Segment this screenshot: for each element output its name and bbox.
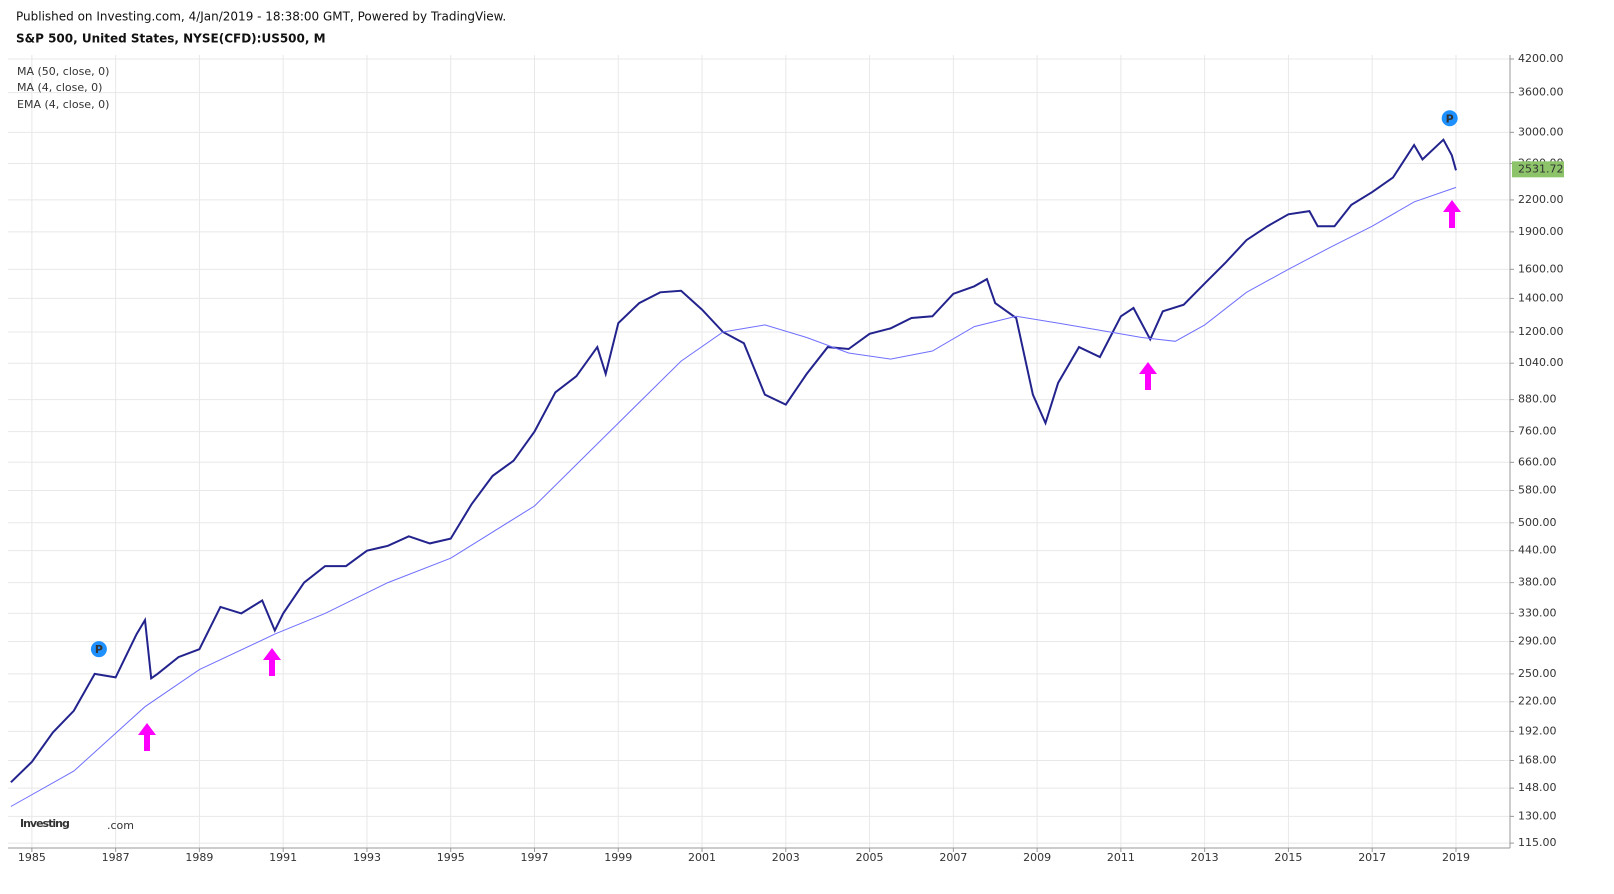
y-tick-label: 250.00 (1518, 667, 1557, 680)
y-tick-label: 4200.00 (1518, 52, 1564, 65)
y-tick-label: 330.00 (1518, 606, 1557, 619)
arrows (138, 200, 1461, 751)
y-tick-label: 500.00 (1518, 516, 1557, 529)
x-tick-label: 2003 (772, 851, 800, 864)
legend-entry: EMA (4, close, 0) (17, 98, 109, 111)
x-tick-label: 2009 (1023, 851, 1051, 864)
y-tick-label: 380.00 (1518, 576, 1557, 589)
y-tick-label: 1900.00 (1518, 225, 1564, 238)
arrow (1139, 362, 1157, 390)
series-line (10, 186, 1457, 807)
x-tick-label: 2001 (688, 851, 716, 864)
x-tick-label: 2011 (1107, 851, 1135, 864)
x-tick-label: 2015 (1274, 851, 1302, 864)
logo-suffix: .com (107, 819, 134, 832)
y-tick-label: 1040.00 (1518, 356, 1564, 369)
y-tick-label: 440.00 (1518, 544, 1557, 557)
y-tick-label: 290.00 (1518, 635, 1557, 648)
legend-entry: MA (50, close, 0) (17, 65, 109, 78)
annotation-marker (90, 641, 107, 658)
y-tick-label: 580.00 (1518, 483, 1557, 496)
annotation-label: P (95, 643, 103, 656)
published-note: Published on Investing.com, 4/Jan/2019 -… (16, 10, 506, 24)
x-tick-label: 1993 (353, 851, 381, 864)
logo: Investing (20, 817, 69, 830)
arrow (263, 648, 281, 676)
arrow (138, 723, 156, 751)
y-tick-label: 168.00 (1518, 753, 1557, 766)
x-tick-label: 1997 (520, 851, 548, 864)
y-tick-label: 880.00 (1518, 393, 1557, 406)
arrow (1443, 200, 1461, 228)
y-tick-label: 2200.00 (1518, 193, 1564, 206)
x-tick-label: 1999 (604, 851, 632, 864)
x-tick-label: 1989 (185, 851, 213, 864)
y-tick-label: 3000.00 (1518, 125, 1564, 138)
y-tick-label: 1400.00 (1518, 291, 1564, 304)
y-tick-label: 1200.00 (1518, 325, 1564, 338)
y-tick-label: 130.00 (1518, 809, 1557, 822)
x-tick-label: 2019 (1442, 851, 1470, 864)
x-tick-label: 2017 (1358, 851, 1386, 864)
x-tick-label: 2013 (1191, 851, 1219, 864)
chart-title: S&P 500, United States, NYSE(CFD):US500,… (16, 32, 326, 46)
y-tick-label: 220.00 (1518, 695, 1557, 708)
legend-entry: MA (4, close, 0) (17, 81, 102, 94)
series-line (10, 138, 1457, 784)
last-price-box (1512, 161, 1564, 178)
last-price-label: 2531.72 (1518, 162, 1564, 175)
y-tick-label: 192.00 (1518, 724, 1557, 737)
x-tick-label: 1995 (437, 851, 465, 864)
x-tick-label: 1991 (269, 851, 297, 864)
y-tick-label: 3600.00 (1518, 86, 1564, 99)
y-tick-label: 660.00 (1518, 455, 1557, 468)
y-tick-label: 1600.00 (1518, 262, 1564, 275)
x-tick-label: 2005 (856, 851, 884, 864)
grid (8, 55, 1510, 848)
y-tick-label: 115.00 (1518, 836, 1557, 849)
y-tick-label: 148.00 (1518, 781, 1557, 794)
x-tick-label: 1985 (18, 851, 46, 864)
annotation-label: P (1446, 112, 1454, 125)
annotation-marker (1441, 110, 1458, 127)
x-tick-label: 2007 (939, 851, 967, 864)
y-tick-label: 760.00 (1518, 425, 1557, 438)
x-tick-label: 1987 (102, 851, 130, 864)
